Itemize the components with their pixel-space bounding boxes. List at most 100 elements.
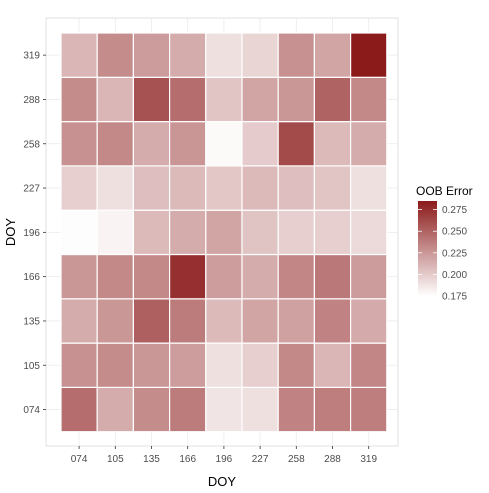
heatmap-cell [241, 76, 279, 123]
heatmap-cell [60, 76, 98, 123]
y-tick-label: 166 [23, 272, 40, 283]
heatmap-cell [132, 386, 171, 433]
y-tick-label: 288 [23, 95, 40, 106]
heatmap-cell [169, 165, 207, 211]
colorbar-ticks: 0.275 0.250 0.225 0.200 0.175 [418, 205, 467, 303]
heatmap-cell [132, 298, 171, 344]
heatmap-cell [96, 76, 134, 123]
y-tick-label: 319 [23, 51, 40, 62]
colorbar-tick-label: 0.250 [442, 227, 467, 238]
heatmap-cell [60, 342, 98, 389]
heatmap-cell [277, 253, 316, 300]
colorbar-tick-label: 0.225 [442, 248, 467, 259]
heatmap-cell [132, 120, 171, 167]
heatmap-cell [313, 32, 352, 78]
heatmap-cell [277, 32, 316, 78]
heatmap-cell [350, 209, 388, 256]
heatmap-cell [132, 32, 171, 78]
heatmap-cell [60, 32, 98, 78]
heatmap-cell [60, 165, 98, 211]
x-axis-title: DOY [208, 474, 237, 489]
y-tick-label: 135 [23, 316, 40, 327]
y-tick-label: 196 [23, 228, 40, 239]
heatmap-cell [241, 253, 279, 300]
colorbar-tick-label: 0.175 [442, 292, 467, 303]
heatmap-cell [96, 386, 134, 433]
heatmap-cell [205, 342, 243, 389]
x-tick-label: 166 [179, 454, 196, 465]
heatmap-cell [313, 209, 352, 256]
x-tick-label: 319 [360, 454, 377, 465]
heatmap-cell [313, 120, 352, 167]
heatmap-cell [350, 298, 388, 344]
heatmap-cell [169, 386, 207, 433]
heatmap-cell [132, 342, 171, 389]
y-axis-title: DOY [3, 218, 18, 247]
heatmap-cell [205, 76, 243, 123]
heatmap-cell [96, 120, 134, 167]
heatmap-cell [60, 298, 98, 344]
heatmap-cell [169, 120, 207, 167]
heatmap-cell [169, 209, 207, 256]
heatmap-cell [241, 165, 279, 211]
heatmap-cell [241, 298, 279, 344]
heatmap-cell [313, 253, 352, 300]
heatmap-cell [313, 76, 352, 123]
y-tick-label: 105 [23, 361, 40, 372]
heatmap-cell [277, 76, 316, 123]
heatmap-cell [132, 253, 171, 300]
heatmap-cell [277, 209, 316, 256]
x-tick-label: 258 [288, 454, 305, 465]
heatmap-cell [96, 342, 134, 389]
heatmap-cell [241, 342, 279, 389]
heatmap-cell [169, 253, 207, 300]
heatmap-cell [241, 32, 279, 78]
heatmap-cell [241, 386, 279, 433]
heatmap-cell [205, 120, 243, 167]
x-tick-label: 288 [324, 454, 341, 465]
heatmap-cell [350, 165, 388, 211]
heatmap-cell [350, 120, 388, 167]
heatmap-cell [96, 298, 134, 344]
y-tick-label: 258 [23, 139, 40, 150]
x-tick-label: 196 [216, 454, 233, 465]
heatmap-cell [241, 209, 279, 256]
heatmap-cell [205, 253, 243, 300]
heatmap-cell [169, 76, 207, 123]
heatmap-cell [132, 76, 171, 123]
heatmap-cell [205, 165, 243, 211]
heatmap-cell [60, 386, 98, 433]
heatmap-cell [205, 32, 243, 78]
heatmap-cell [277, 386, 316, 433]
heatmap-cell [350, 32, 388, 78]
colorbar-tick-label: 0.200 [442, 270, 467, 281]
heatmap-cell [205, 298, 243, 344]
heatmap-cell [313, 298, 352, 344]
x-axis-ticks: 074 105 135 166 196 227 258 288 319 [71, 446, 377, 465]
heatmap-cell [60, 120, 98, 167]
heatmap-cell [277, 165, 316, 211]
heatmap-cell [350, 342, 388, 389]
x-tick-label: 135 [143, 454, 160, 465]
heatmap-cell [96, 253, 134, 300]
heatmap-cell [169, 298, 207, 344]
colorbar-tick-label: 0.275 [442, 205, 467, 216]
heatmap-cell [60, 209, 98, 256]
heatmap-cell [96, 165, 134, 211]
x-tick-label: 105 [107, 454, 124, 465]
heatmap-cell [96, 209, 134, 256]
heatmap-cell [277, 120, 316, 167]
colorbar-legend: OOB Error 0.275 0.250 0.225 0.200 0.175 [416, 184, 473, 303]
legend-title: OOB Error [416, 184, 473, 198]
heatmap-cell [350, 76, 388, 123]
heatmap-cell [350, 386, 388, 433]
x-tick-label: 227 [252, 454, 269, 465]
heatmap-cell [350, 253, 388, 300]
heatmap-cell [277, 298, 316, 344]
y-tick-label: 074 [23, 405, 40, 416]
heatmap-cell [132, 165, 171, 211]
heatmap-cell [132, 209, 171, 256]
heatmap-cell [313, 342, 352, 389]
heatmap-cell [313, 386, 352, 433]
